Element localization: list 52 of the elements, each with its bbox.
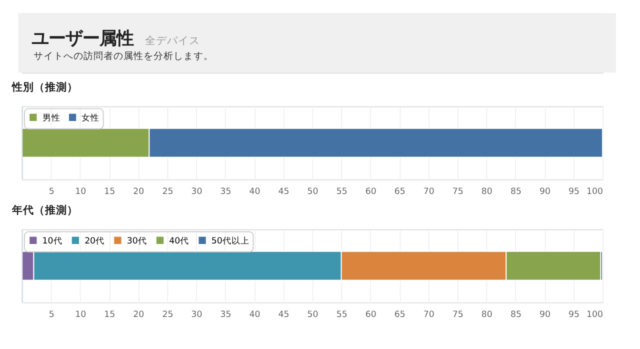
x-tick-label: 20 bbox=[133, 310, 144, 320]
x-tick-label: 15 bbox=[104, 187, 116, 198]
x-tick-label: 95 bbox=[568, 310, 580, 320]
x-tick-label: 95 bbox=[568, 187, 580, 198]
x-tick-label: 45 bbox=[278, 187, 290, 198]
x-tick-label: 5 bbox=[48, 310, 54, 320]
x-tick-label: 30 bbox=[191, 310, 202, 320]
x-tick-label: 55 bbox=[336, 187, 348, 198]
x-tick-label: 80 bbox=[481, 187, 492, 198]
legend-label: 30代 bbox=[126, 235, 147, 246]
x-tick-label: 10 bbox=[75, 310, 86, 320]
legend-label: 男性 bbox=[42, 112, 60, 124]
chart-title: 性別（推測） bbox=[11, 80, 78, 94]
x-tick-label: 85 bbox=[510, 187, 522, 198]
chart-title: 年代（推測） bbox=[11, 203, 78, 216]
x-tick-label: 35 bbox=[220, 187, 232, 198]
legend-label: 50代以上 bbox=[211, 235, 250, 246]
x-tick-label: 90 bbox=[539, 187, 550, 198]
x-tick-label: 60 bbox=[365, 310, 376, 320]
x-tick-label: 35 bbox=[220, 310, 232, 320]
text: サイトへの訪問者の属性を分析します。 bbox=[34, 50, 214, 62]
x-tick-label: 30 bbox=[191, 187, 202, 198]
x-tick-label: 70 bbox=[423, 187, 434, 198]
x-tick-label: 75 bbox=[452, 310, 464, 320]
x-tick-label: 60 bbox=[365, 187, 376, 198]
x-tick-label: 5 bbox=[48, 187, 54, 198]
x-tick-label: 100 bbox=[586, 310, 604, 320]
x-tick-label: 25 bbox=[162, 310, 174, 320]
x-tick-label: 25 bbox=[162, 187, 174, 198]
x-tick-label: 40 bbox=[249, 310, 260, 320]
legend-label: 20代 bbox=[84, 235, 105, 246]
x-tick-label: 20 bbox=[133, 187, 144, 198]
text: 全デバイス bbox=[145, 34, 200, 47]
x-tick-label: 75 bbox=[452, 187, 464, 198]
x-tick-label: 70 bbox=[423, 310, 434, 320]
x-tick-label: 50 bbox=[307, 187, 318, 198]
x-tick-label: 65 bbox=[394, 310, 406, 320]
x-tick-label: 90 bbox=[539, 310, 550, 320]
legend-label: 女性 bbox=[82, 112, 100, 124]
legend-label: 40代 bbox=[169, 235, 190, 246]
x-tick-label: 55 bbox=[336, 310, 348, 320]
x-tick-label: 50 bbox=[307, 310, 318, 320]
x-tick-label: 80 bbox=[481, 310, 492, 320]
x-tick-label: 85 bbox=[510, 310, 522, 320]
x-tick-label: 40 bbox=[249, 187, 260, 198]
x-tick-label: 100 bbox=[586, 187, 604, 198]
x-tick-label: 65 bbox=[394, 187, 406, 198]
x-tick-label: 15 bbox=[104, 310, 116, 320]
legend-label: 10代 bbox=[42, 235, 62, 246]
x-tick-label: 10 bbox=[75, 187, 86, 198]
x-tick-label: 45 bbox=[278, 310, 290, 320]
text: ユーザー属性 bbox=[32, 28, 134, 49]
